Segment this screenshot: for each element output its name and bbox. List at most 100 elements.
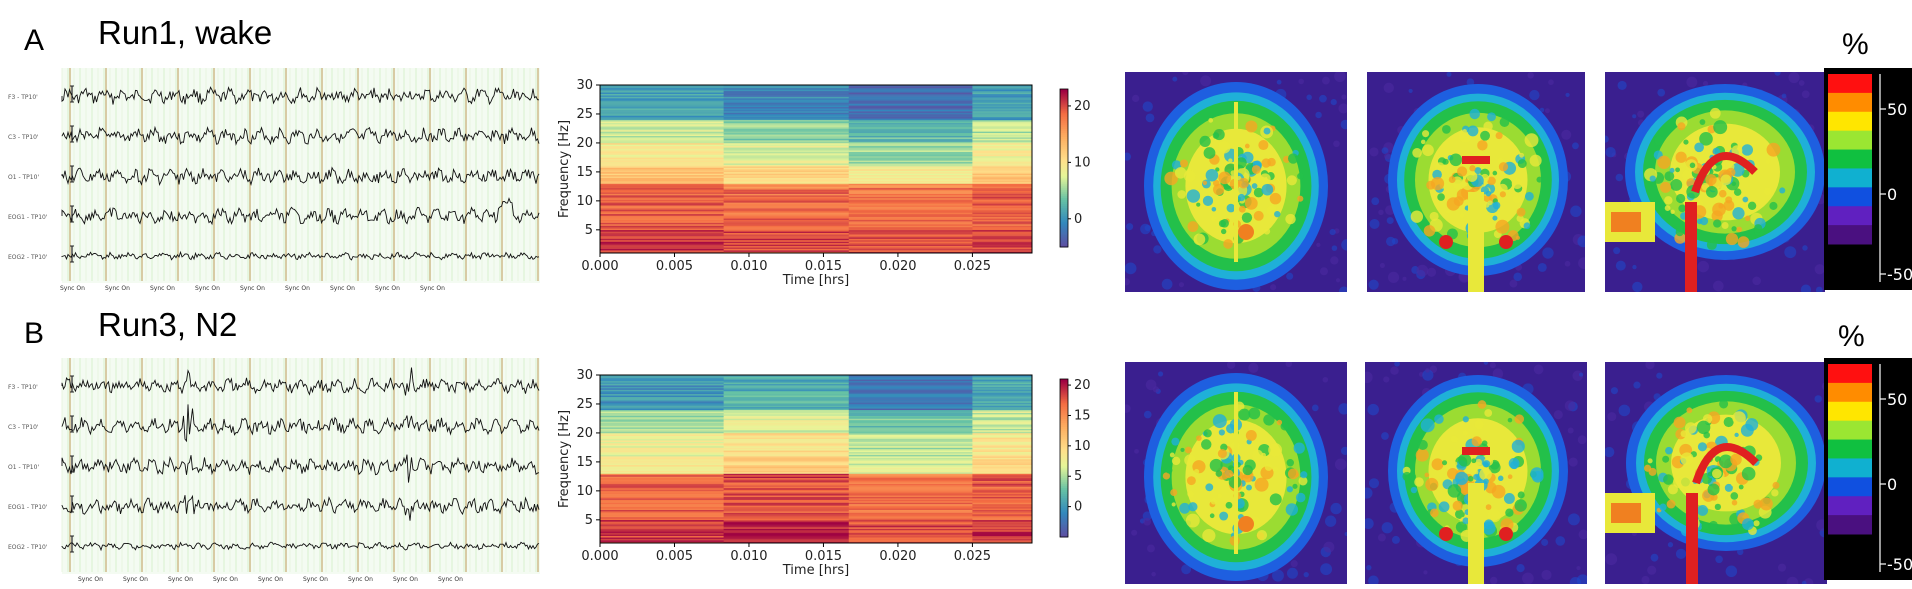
- spectrogram-cell: [723, 425, 850, 428]
- spectrogram-cell: [848, 141, 973, 144]
- spectrogram-cell: [848, 396, 973, 399]
- spectrogram-cell: [600, 135, 725, 138]
- spectrogram-cell: [972, 379, 1033, 382]
- spectrogram-cell: [972, 127, 1033, 129]
- spectrogram-cell: [600, 461, 725, 464]
- sync-label: Sync On: [258, 576, 283, 583]
- spectrogram-cell: [848, 435, 973, 438]
- spectrogram-cell: [848, 406, 973, 409]
- spectrogram-cell: [848, 540, 973, 542]
- spectrogram-cell: [600, 155, 725, 158]
- spectrogram-cell: [723, 443, 850, 445]
- spectrogram-cell: [972, 447, 1033, 450]
- spectrogram-cell: [972, 121, 1033, 123]
- spectrogram-cell: [972, 103, 1033, 106]
- spectrogram-cell: [723, 535, 850, 538]
- spectrogram-cell: [723, 524, 850, 526]
- spectrogram-cell: [600, 441, 725, 444]
- spectrogram-cell: [972, 251, 1033, 254]
- sync-label: Sync On: [375, 285, 400, 292]
- spectrogram-cell: [600, 538, 725, 541]
- spectrogram-cell: [848, 450, 973, 453]
- spectrogram-cell: [723, 196, 850, 199]
- spectrogram-cell: [972, 469, 1033, 471]
- spectrogram-cell: [723, 189, 850, 192]
- spectrogram-cell: [848, 203, 973, 206]
- spectrogram-cell: [848, 532, 973, 535]
- eeg-trace: [61, 404, 540, 443]
- spectrogram-cell: [600, 515, 725, 518]
- spectrogram-cell: [848, 186, 973, 189]
- spectrogram-cell: [848, 444, 973, 447]
- spectrogram-cell: [723, 192, 850, 194]
- spectrogram-cell: [972, 430, 1033, 432]
- spectrogram-cell: [972, 151, 1033, 154]
- spectrogram-cell: [723, 388, 850, 390]
- spectrogram-cell: [723, 486, 850, 489]
- spectrogram-cell: [600, 454, 725, 457]
- spectrogram-cell: [723, 98, 850, 100]
- spectrogram-cell: [848, 212, 973, 215]
- spectrogram-cell: [848, 251, 973, 254]
- spectrogram-cell: [723, 86, 850, 89]
- spectrogram-cell: [848, 128, 973, 131]
- spectrogram-cell: [848, 509, 973, 512]
- spectrogram-cell: [972, 161, 1033, 164]
- eeg-panel-a: F3 - TP10' C3 - TP10' O1 - TP10' EOG1 - TP1…: [0, 68, 545, 293]
- spectrogram-cell: [972, 238, 1033, 241]
- spectrogram-cell: [972, 135, 1033, 138]
- spectrogram-cell: [723, 231, 850, 234]
- spectrogram-cell: [600, 89, 725, 92]
- spectrogram-cell: [848, 482, 973, 484]
- spectrogram-cell: [600, 237, 725, 239]
- spectrogram-cell: [600, 163, 725, 165]
- spectrogram-cell: [723, 232, 850, 235]
- spectrogram-cell: [972, 153, 1033, 155]
- spectrogram-cell: [972, 171, 1033, 174]
- spectrogram-cell: [848, 196, 973, 199]
- spectrogram-cell: [972, 474, 1033, 477]
- colorbar-tick: 5: [1074, 469, 1082, 484]
- spectrogram-cell: [848, 241, 973, 244]
- spectrogram-cell: [848, 182, 973, 184]
- spectrogram-cell: [600, 140, 725, 142]
- spectrogram-cell: [723, 537, 850, 539]
- spectrogram-cell: [972, 418, 1033, 421]
- spectrogram-cell: [723, 111, 850, 113]
- spectrogram-cell: [848, 379, 973, 382]
- spectrogram-cell: [848, 464, 973, 467]
- spectrogram-cell: [723, 508, 850, 510]
- spectrogram-cell: [723, 161, 850, 164]
- spectrogram-cell: [600, 90, 725, 93]
- spectrogram-cell: [972, 482, 1033, 484]
- spectrogram-cell: [972, 235, 1033, 238]
- spectrogram-cell: [600, 485, 725, 487]
- spectrogram-ytick: 10: [576, 194, 593, 209]
- spectrogram-cell: [972, 534, 1033, 537]
- spectrogram-cell: [600, 457, 725, 460]
- spectrogram-cell: [600, 208, 725, 210]
- spectrogram-cell: [848, 476, 973, 479]
- spectrogram-cell: [972, 211, 1033, 213]
- spectrogram-cell: [848, 537, 973, 539]
- spectrogram-cell: [848, 228, 973, 231]
- spectrogram-cell: [848, 463, 973, 466]
- spectrogram-cell: [972, 461, 1033, 464]
- spectrogram-cell: [600, 511, 725, 513]
- spectrogram-cell: [723, 221, 850, 223]
- spectrogram-cell: [972, 498, 1033, 500]
- spectrogram-cell: [848, 415, 973, 418]
- spectrogram-cell: [848, 235, 973, 238]
- spectrogram-cell: [972, 456, 1033, 458]
- spectrogram-cell: [723, 498, 850, 500]
- spectrogram-cell: [600, 518, 725, 521]
- spectrogram-cell: [972, 480, 1033, 483]
- spectrogram-cell: [600, 501, 725, 503]
- spectrogram-cell: [723, 496, 850, 499]
- spectrogram-cell: [972, 92, 1033, 94]
- spectrogram-cell: [972, 116, 1033, 119]
- spectrogram-cell: [848, 134, 973, 136]
- spectrogram-cell: [723, 444, 850, 447]
- sync-label: Sync On: [78, 576, 103, 583]
- spectrogram-cell: [848, 154, 973, 157]
